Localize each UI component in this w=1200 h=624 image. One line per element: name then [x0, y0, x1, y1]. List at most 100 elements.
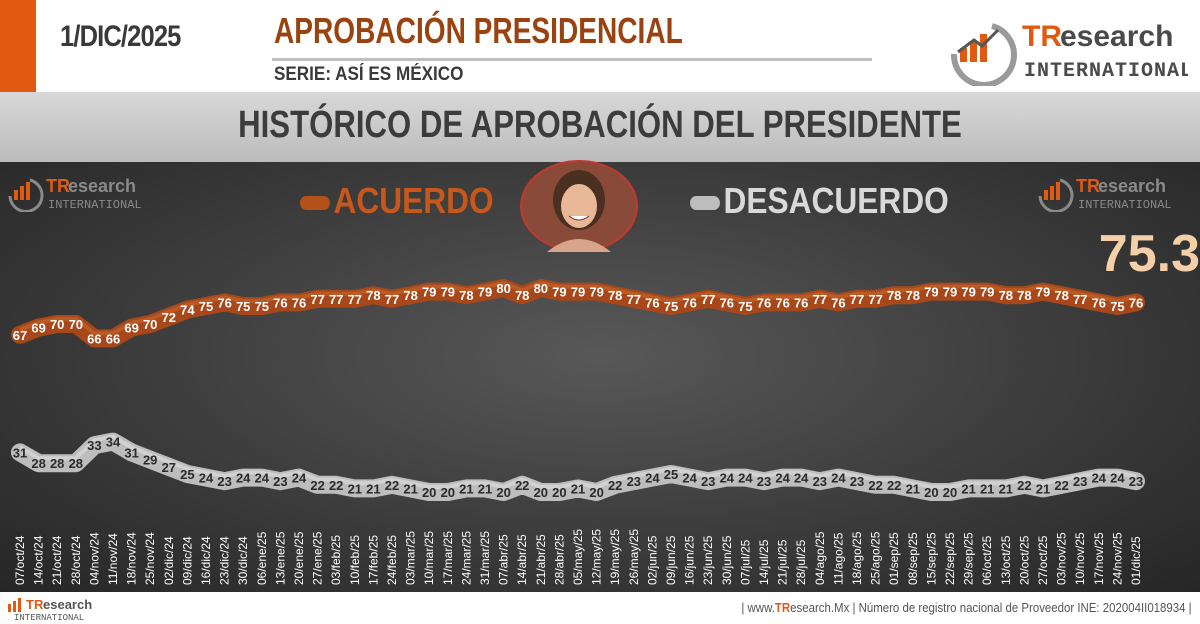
data-label-desacuerdo: 31 [13, 445, 27, 460]
current-approval-value: 75.3 [1098, 225, 1200, 283]
series-line-desacuerdo [11, 432, 1145, 501]
data-label-acuerdo: 79 [1036, 285, 1050, 300]
data-label-desacuerdo: 20 [552, 485, 566, 500]
data-label-desacuerdo: 24 [738, 471, 753, 486]
x-tick-label: 19/may/25 [608, 529, 622, 585]
series-highlight-acuerdo [19, 281, 1137, 336]
x-tick-label: 16/jun/25 [683, 535, 697, 585]
data-label-desacuerdo: 21 [571, 481, 585, 496]
legend-desacuerdo: DESACUERDO [690, 180, 949, 222]
x-tick-label: 01/sep/25 [887, 532, 901, 585]
x-tick-label: 21/oct/24 [50, 535, 64, 585]
data-label-acuerdo: 76 [645, 295, 659, 310]
face-icon [561, 184, 597, 228]
data-label-desacuerdo: 23 [1129, 474, 1143, 489]
data-label-acuerdo: 75 [199, 299, 213, 314]
data-label-acuerdo: 78 [515, 288, 529, 303]
data-label-desacuerdo: 24 [292, 471, 307, 486]
data-label-desacuerdo: 20 [589, 485, 603, 500]
data-label-desacuerdo: 28 [69, 456, 83, 471]
logo-esearch: esearch [1060, 20, 1173, 53]
data-label-desacuerdo: 23 [850, 474, 864, 489]
data-label-desacuerdo: 24 [775, 471, 790, 486]
data-label-acuerdo: 78 [906, 288, 920, 303]
data-label-acuerdo: 79 [589, 285, 603, 300]
data-label-desacuerdo: 21 [906, 481, 920, 496]
legend-label-desacuerdo: DESACUERDO [723, 180, 949, 221]
x-tick-label: 28/abr/25 [552, 534, 566, 585]
data-label-acuerdo: 76 [273, 295, 287, 310]
data-label-desacuerdo: 21 [1036, 481, 1050, 496]
data-label-desacuerdo: 24 [1092, 471, 1107, 486]
data-label-desacuerdo: 22 [385, 478, 399, 493]
x-tick-label: 22/sep/25 [943, 532, 957, 585]
watermark-logo-left: TR esearch INTERNATIONAL [8, 176, 142, 212]
data-label-acuerdo: 78 [999, 288, 1013, 303]
data-label-desacuerdo: 25 [664, 467, 678, 482]
data-label-desacuerdo: 21 [961, 481, 975, 496]
data-label-acuerdo: 77 [1073, 292, 1087, 307]
data-label-desacuerdo: 20 [422, 485, 436, 500]
legend-swatch-desacuerdo [690, 196, 720, 211]
data-label-desacuerdo: 20 [924, 485, 938, 500]
title-banner: HISTÓRICO DE APROBACIÓN DEL PRESIDENTE [0, 92, 1200, 162]
data-label-acuerdo: 75 [255, 299, 269, 314]
logo-trend-icon [957, 28, 1000, 54]
data-label-acuerdo: 76 [682, 295, 696, 310]
data-label-acuerdo: 78 [1017, 288, 1031, 303]
data-label-acuerdo: 79 [422, 285, 436, 300]
data-label-desacuerdo: 24 [236, 471, 251, 486]
x-tick-label: 07/abr/25 [497, 534, 511, 585]
accent-bar [0, 0, 36, 92]
svg-text:esearch: esearch [68, 176, 136, 196]
data-label-acuerdo: 78 [887, 288, 901, 303]
data-label-desacuerdo: 22 [329, 478, 343, 493]
x-tick-label: 10/feb/25 [348, 535, 362, 585]
data-label-desacuerdo: 20 [534, 485, 548, 500]
x-tick-label: 14/jul/25 [757, 539, 771, 585]
svg-text:esearch: esearch [1098, 176, 1166, 196]
x-tick-label: 04/ago/25 [813, 531, 827, 585]
data-label-acuerdo: 75 [738, 299, 752, 314]
data-label-desacuerdo: 21 [366, 481, 380, 496]
data-label-acuerdo: 75 [236, 299, 250, 314]
x-tick-label: 06/oct/25 [980, 535, 994, 585]
data-label-acuerdo: 77 [850, 292, 864, 307]
data-label-desacuerdo: 24 [720, 471, 735, 486]
svg-text:TR: TR [46, 176, 70, 196]
logo-bar-icon [960, 48, 967, 62]
data-label-desacuerdo: 23 [1073, 474, 1087, 489]
data-label-acuerdo: 79 [961, 285, 975, 300]
data-label-desacuerdo: 20 [943, 485, 957, 500]
x-tick-label: 24/feb/25 [385, 535, 399, 585]
x-tick-label: 02/dic/24 [162, 536, 176, 585]
x-tick-label: 17/mar/25 [441, 531, 455, 585]
data-label-desacuerdo: 24 [682, 471, 697, 486]
legend-swatch-acuerdo [300, 196, 330, 211]
data-label-acuerdo: 78 [366, 288, 380, 303]
data-label-desacuerdo: 22 [887, 478, 901, 493]
x-tick-label: 30/jun/25 [720, 535, 734, 585]
x-tick-label: 18/nov/24 [125, 532, 139, 585]
footer-logo: TR esearch INTERNATIONAL [8, 597, 92, 622]
data-label-desacuerdo: 21 [459, 481, 473, 496]
data-label-acuerdo: 75 [1110, 299, 1124, 314]
data-label-acuerdo: 77 [385, 292, 399, 307]
logo-international: INTERNATIONAL [1024, 60, 1188, 83]
data-label-desacuerdo: 22 [310, 478, 324, 493]
data-label-acuerdo: 72 [162, 310, 176, 325]
x-tick-label: 29/sep/25 [962, 532, 976, 585]
data-label-desacuerdo: 22 [608, 478, 622, 493]
x-tick-label: 01/dic/25 [1129, 536, 1143, 585]
x-tick-label: 26/may/25 [627, 529, 641, 585]
data-label-acuerdo: 78 [459, 288, 473, 303]
x-tick-label: 07/oct/24 [13, 535, 27, 585]
data-label-desacuerdo: 21 [348, 481, 362, 496]
data-label-desacuerdo: 22 [1054, 478, 1068, 493]
data-label-acuerdo: 78 [608, 288, 622, 303]
data-label-acuerdo: 79 [924, 285, 938, 300]
data-label-desacuerdo: 28 [31, 456, 45, 471]
x-tick-label: 16/dic/24 [199, 536, 213, 585]
legend-label-acuerdo: ACUERDO [333, 180, 494, 221]
